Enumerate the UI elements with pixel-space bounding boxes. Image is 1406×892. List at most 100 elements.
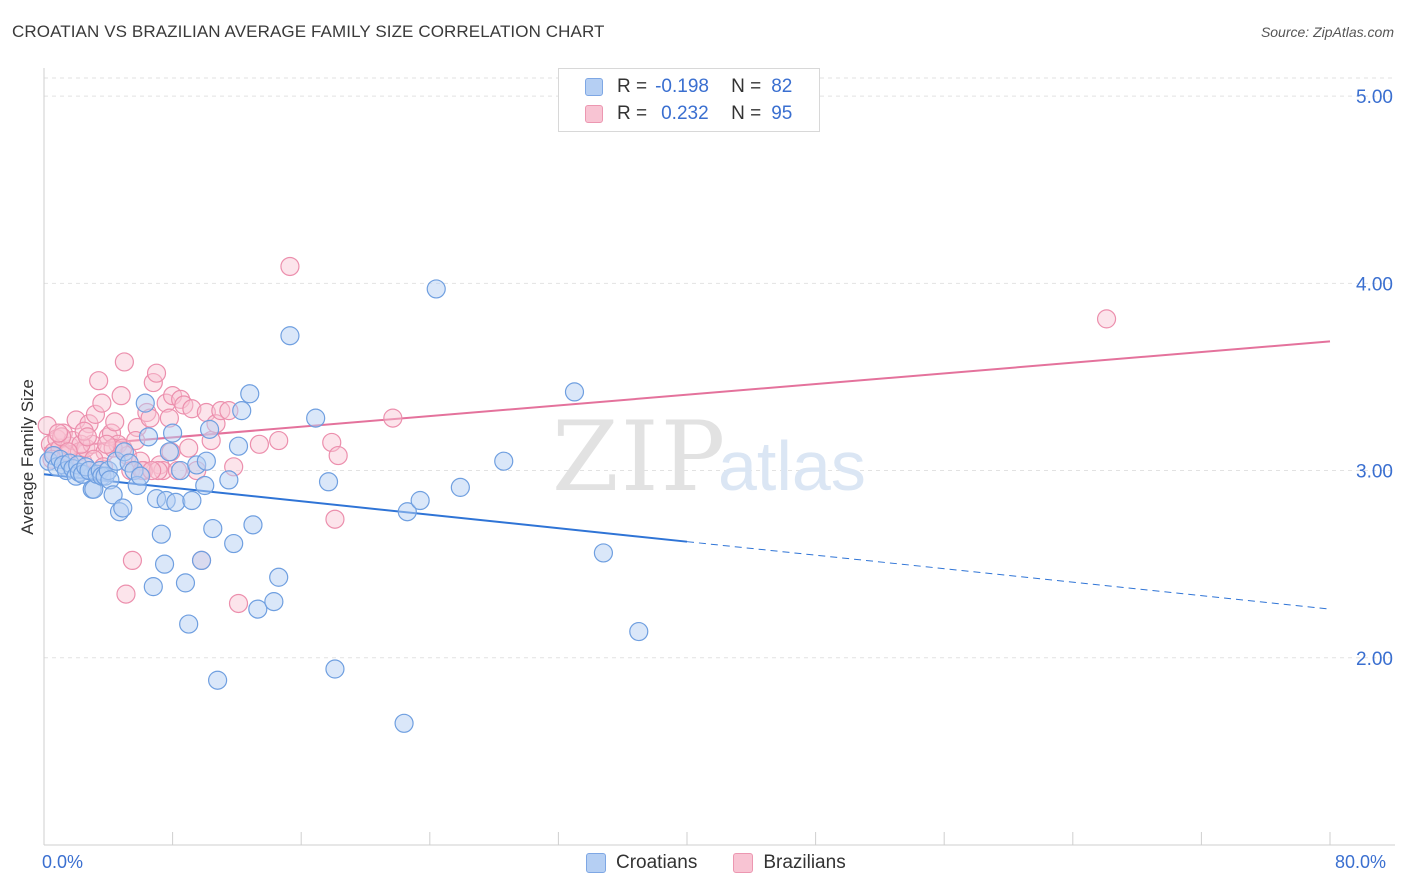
n-value: 95 xyxy=(771,103,793,124)
chart-title: CROATIAN VS BRAZILIAN AVERAGE FAMILY SIZ… xyxy=(12,22,605,41)
brazilians-point xyxy=(1096,309,1117,329)
series-legend: Croatians Brazilians xyxy=(586,852,882,874)
grid-lines xyxy=(44,77,1395,659)
legend-row-croatians: R = -0.198 N = 82 xyxy=(585,75,792,99)
croatians-point xyxy=(264,592,284,612)
brazilians-point xyxy=(74,421,94,441)
brazilians-label: Brazilians xyxy=(763,852,846,873)
brazilians-point xyxy=(228,593,249,614)
brazilians-point xyxy=(211,401,231,421)
croatians-point xyxy=(103,485,123,505)
legend-item-brazilians[interactable]: Brazilians xyxy=(733,852,846,874)
croatians-point xyxy=(143,577,163,597)
croatians-point xyxy=(224,533,244,554)
brazilians-point xyxy=(114,352,134,372)
croatians-trend-extension xyxy=(686,541,1331,610)
croatians-point xyxy=(240,384,260,404)
trend-lines xyxy=(43,340,1331,610)
y-tick-label: 4.00 xyxy=(1356,274,1393,295)
croatians-point xyxy=(138,427,159,447)
croatians-point xyxy=(113,498,133,518)
n-label: N = xyxy=(731,103,762,124)
croatians-swatch xyxy=(585,78,603,96)
r-label: R = xyxy=(617,76,648,97)
brazilians-point xyxy=(328,445,348,466)
croatians-point xyxy=(196,451,216,471)
n-value: 82 xyxy=(771,76,793,97)
brazilians-point xyxy=(48,423,69,443)
croatians-point xyxy=(318,472,339,492)
brazilians-point xyxy=(171,389,191,409)
croatians-point xyxy=(248,599,268,619)
croatians-point xyxy=(232,401,252,421)
croatians-point xyxy=(410,490,430,511)
r-label: R = xyxy=(617,103,648,124)
croatians-trend-line xyxy=(43,473,688,543)
legend-item-croatians[interactable]: Croatians xyxy=(586,852,697,874)
brazilians-point xyxy=(66,410,86,430)
croatians-point xyxy=(171,460,191,481)
r-value: -0.198 xyxy=(655,76,709,97)
brazilians-point xyxy=(179,438,199,458)
brazilians-point xyxy=(148,460,168,481)
y-axis-label: Average Family Size xyxy=(18,379,37,535)
croatians-point xyxy=(450,477,470,497)
croatians-point xyxy=(325,659,345,679)
y-tick-labels: 2.00 3.00 4.00 5.00 xyxy=(1356,87,1393,670)
croatians-point xyxy=(269,567,289,587)
brazilians-swatch xyxy=(585,105,603,123)
croatians-point xyxy=(159,442,179,462)
croatians-point xyxy=(199,419,220,439)
correlation-legend: R = -0.198 N = 82 R = 0.232 N = 95 xyxy=(558,68,820,132)
brazilians-point xyxy=(97,434,117,454)
brazilians-swatch xyxy=(733,853,754,873)
y-tick-label: 2.00 xyxy=(1356,649,1393,670)
croatians-point xyxy=(182,490,202,511)
croatians-point xyxy=(151,524,171,544)
brazilians-point xyxy=(280,256,300,277)
brazilians-point xyxy=(77,427,98,447)
croatians-point xyxy=(191,550,212,571)
croatians-point xyxy=(564,382,585,402)
brazilians-point xyxy=(85,404,106,424)
n-label: N = xyxy=(731,76,762,97)
croatians-point xyxy=(175,573,196,593)
croatians-point xyxy=(208,670,228,690)
croatians-point xyxy=(228,436,249,456)
brazilians-point xyxy=(249,434,270,454)
x-tick-max: 80.0% xyxy=(1335,852,1387,872)
y-tick-label: 3.00 xyxy=(1356,462,1393,483)
croatians-point xyxy=(179,614,199,634)
croatians-point xyxy=(629,621,649,642)
croatians-point xyxy=(494,451,514,471)
croatians-point xyxy=(219,470,239,490)
brazilians-point xyxy=(105,412,125,432)
x-tick-min: 0.0% xyxy=(42,852,84,872)
brazilians-point xyxy=(269,430,289,451)
croatians-point xyxy=(397,502,417,522)
brazilians-point xyxy=(325,509,345,529)
croatians-point xyxy=(135,393,155,413)
croatians-point xyxy=(243,515,263,535)
brazilians-point xyxy=(111,386,131,406)
croatians-point xyxy=(593,543,614,563)
croatians-point xyxy=(306,408,326,428)
croatians-point xyxy=(163,423,183,443)
croatians-point xyxy=(203,518,223,539)
brazilians-point xyxy=(146,363,167,383)
croatians-point xyxy=(394,713,414,733)
brazilians-point xyxy=(89,371,109,391)
brazilians-point xyxy=(383,408,403,428)
legend-row-brazilians: R = 0.232 N = 95 xyxy=(585,102,792,126)
croatians-points xyxy=(39,279,649,733)
brazilians-point xyxy=(92,393,112,413)
brazilians-point xyxy=(182,399,202,419)
croatians-point xyxy=(154,554,175,574)
croatians-point xyxy=(426,279,446,299)
brazilians-point xyxy=(122,550,143,571)
r-value: 0.232 xyxy=(661,103,709,124)
brazilians-point xyxy=(116,584,136,604)
croatians-point xyxy=(195,475,215,496)
